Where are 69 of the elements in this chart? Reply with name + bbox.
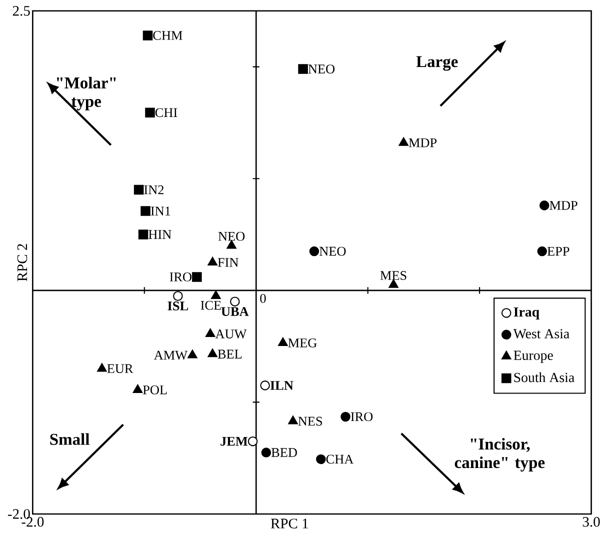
- annotation: NES: [298, 416, 322, 426]
- annotation: "Incisor, canine" type: [454, 438, 545, 472]
- annotation: AMW: [154, 350, 188, 360]
- point: [208, 348, 218, 358]
- annotation: BED: [271, 448, 297, 457]
- annotation: UBA: [221, 307, 249, 316]
- point: [205, 328, 216, 338]
- point: [261, 448, 272, 458]
- annotation: EPP: [547, 247, 570, 256]
- point: [260, 380, 270, 390]
- legend-label: Iraq: [514, 308, 540, 320]
- point: [192, 272, 202, 282]
- point: [145, 108, 155, 118]
- annotation: IN2: [144, 185, 164, 194]
- annotation: "Molar" type: [56, 76, 116, 110]
- point: [537, 246, 548, 256]
- annotation: FIN: [218, 258, 238, 267]
- point: [142, 30, 153, 40]
- point: [340, 412, 350, 422]
- point: [188, 350, 198, 358]
- point: [97, 363, 107, 372]
- annotation: ILN: [270, 381, 294, 390]
- annotation: HIN: [148, 230, 172, 239]
- annotation: CHI: [155, 108, 178, 118]
- point: [138, 230, 148, 240]
- annotation: IRO: [350, 412, 373, 422]
- annotation: CHA: [326, 454, 354, 464]
- annotation: MEG: [288, 338, 317, 348]
- annotation: MDP: [408, 138, 437, 148]
- point: [134, 184, 144, 195]
- annotation: IRO: [170, 272, 192, 282]
- annotation: MES: [380, 271, 406, 280]
- point: [173, 291, 183, 301]
- point: [539, 200, 550, 210]
- x-tick-label: 3.0: [582, 517, 600, 527]
- annotation: BEL: [218, 350, 242, 359]
- annotation: EUR: [107, 364, 134, 374]
- point: [132, 384, 143, 394]
- y-axis-title: RPC 2: [17, 244, 28, 282]
- annotation: MDP: [550, 201, 578, 210]
- annotation: POL: [142, 386, 167, 394]
- legend-label: Europe: [514, 350, 553, 363]
- annotation: Large: [416, 56, 458, 71]
- point: [211, 290, 221, 300]
- point: [230, 296, 240, 307]
- x-axis-title: RPC 1: [270, 518, 308, 529]
- y-tick-label: 2.5: [12, 6, 30, 16]
- annotation: NEO: [218, 232, 245, 241]
- annotation: NEO: [308, 64, 335, 74]
- point: [316, 454, 326, 464]
- annotation: CHM: [153, 31, 182, 40]
- point: [288, 416, 298, 424]
- point: [248, 436, 258, 446]
- legend-label: South Asia: [514, 372, 574, 382]
- point: [298, 64, 308, 74]
- annotation: 0: [260, 294, 266, 303]
- legend-label: West Asia: [513, 329, 570, 339]
- point: [140, 206, 150, 216]
- annotation: JEM: [220, 437, 248, 446]
- point: [398, 137, 408, 146]
- annotation: IN1: [150, 206, 170, 216]
- annotation: ISL: [168, 302, 188, 310]
- point: [278, 337, 288, 346]
- annotation: Small: [50, 433, 90, 445]
- point: [309, 246, 320, 256]
- annotation: AUW: [215, 330, 247, 339]
- point: [208, 256, 218, 266]
- annotation: NEO: [319, 246, 346, 256]
- annotation: ICE: [200, 300, 221, 310]
